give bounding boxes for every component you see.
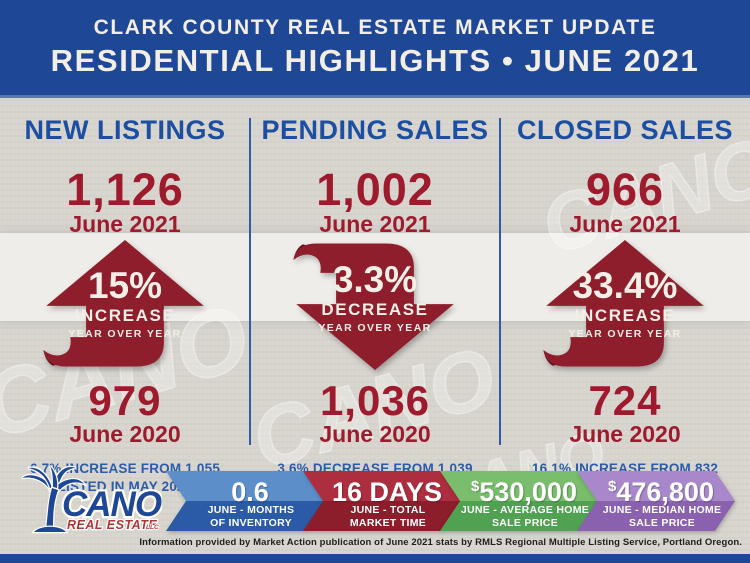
chip-label: JUNE - MONTHS OF INVENTORY — [207, 504, 295, 529]
chevron-chip-shape — [303, 471, 461, 531]
chip-value: 16 DAYS — [331, 477, 443, 507]
stat-chip-total-market-time: 16 DAYS JUNE - TOTAL MARKET TIME — [303, 471, 461, 531]
current-month-value: 1,126 — [66, 163, 184, 215]
yoy-direction: DECREASE — [321, 300, 429, 320]
logo-subtitle: REAL ESTATE — [67, 518, 157, 532]
yoy-percent: 3.3% — [332, 258, 418, 300]
stat-column-closed-sales: CLOSED SALES 966 June 2021 33.4% INCREAS… — [500, 100, 750, 494]
prior-year-value: 724 — [588, 376, 662, 424]
source-footnote: Information provided by Market Action pu… — [139, 537, 742, 548]
column-divider — [249, 118, 251, 445]
current-month-value: 1,002 — [316, 163, 434, 215]
prior-year-value: 979 — [88, 376, 162, 424]
prior-year-label: June 2020 — [69, 420, 181, 447]
chip-label: JUNE - MEDIAN HOME SALE PRICE — [602, 504, 722, 529]
column-divider — [499, 118, 501, 445]
yoy-change-text: 33.4% INCREASE YEAR OVER YEAR — [537, 264, 713, 344]
chevron-chip-shape — [440, 471, 598, 531]
yoy-direction: INCREASE — [574, 306, 676, 326]
stat-chip-median-sale-price: $476,800 JUNE - MEDIAN HOME SALE PRICE — [577, 471, 735, 531]
yoy-period: YEAR OVER YEAR — [68, 328, 182, 341]
header-banner: CLARK COUNTY REAL ESTATE MARKET UPDATE R… — [0, 0, 750, 98]
stat-chip-months-of-inventory: 0.6 JUNE - MONTHS OF INVENTORY — [166, 471, 324, 531]
yoy-period: YEAR OVER YEAR — [318, 322, 432, 335]
yoy-change-graphic: 15% INCREASE YEAR OVER YEAR — [37, 239, 213, 370]
current-month-value: 966 — [585, 163, 665, 215]
bottom-bar — [0, 554, 750, 563]
chip-value: $476,800 — [608, 477, 714, 507]
stat-chip-average-sale-price: $530,000 JUNE - AVERAGE HOME SALE PRICE — [440, 471, 598, 531]
prior-year-label: June 2020 — [569, 420, 681, 447]
prior-year-value: 1,036 — [319, 376, 431, 424]
chip-value: $530,000 — [471, 477, 577, 507]
current-month-label: June 2021 — [569, 210, 681, 237]
yoy-percent: 15% — [87, 264, 163, 306]
yoy-change-text: 15% INCREASE YEAR OVER YEAR — [37, 264, 213, 344]
column-title: CLOSED SALES — [516, 115, 734, 145]
logo-suffix: LLC — [146, 524, 159, 531]
yoy-change-graphic: 33.4% INCREASE YEAR OVER YEAR — [537, 239, 713, 370]
chip-label: JUNE - TOTAL MARKET TIME — [349, 504, 427, 529]
down-arrow-icon — [293, 242, 454, 370]
up-arrow-icon — [543, 239, 704, 367]
yoy-percent: 33.4% — [572, 264, 678, 306]
up-arrow-icon — [43, 239, 204, 367]
yoy-period: YEAR OVER YEAR — [568, 328, 682, 341]
stat-column-new-listings: NEW LISTINGS 1,126 June 2021 15% INCREAS… — [0, 100, 250, 494]
chip-value: 0.6 — [231, 477, 269, 507]
yoy-direction: INCREASE — [74, 306, 176, 326]
palm-tree-logo-icon: CANO REAL ESTATE LLC — [21, 465, 165, 534]
chip-label: JUNE - AVERAGE HOME SALE PRICE — [460, 504, 590, 529]
page-title: RESIDENTIAL HIGHLIGHTS • JUNE 2021 — [50, 43, 700, 78]
yoy-change-graphic: 3.3% DECREASE YEAR OVER YEAR — [287, 240, 463, 370]
chevron-chip-shape — [577, 471, 735, 531]
prior-year-label: June 2020 — [319, 420, 431, 447]
header-subtitle: CLARK COUNTY REAL ESTATE MARKET UPDATE — [93, 16, 657, 39]
column-title: NEW LISTINGS — [24, 115, 226, 145]
column-title: PENDING SALES — [261, 115, 489, 145]
logo-wordmark: CANO — [62, 485, 162, 524]
cano-real-estate-logo: CANO REAL ESTATE LLC — [20, 464, 165, 538]
chevron-chip-shape — [166, 471, 324, 531]
current-month-label: June 2021 — [319, 210, 431, 237]
stat-columns: NEW LISTINGS 1,126 June 2021 15% INCREAS… — [0, 100, 750, 512]
current-month-label: June 2021 — [69, 210, 181, 237]
yoy-change-text: 3.3% DECREASE YEAR OVER YEAR — [287, 258, 463, 338]
stat-column-pending-sales: PENDING SALES 1,002 June 2021 3.3% DECRE… — [250, 100, 500, 512]
